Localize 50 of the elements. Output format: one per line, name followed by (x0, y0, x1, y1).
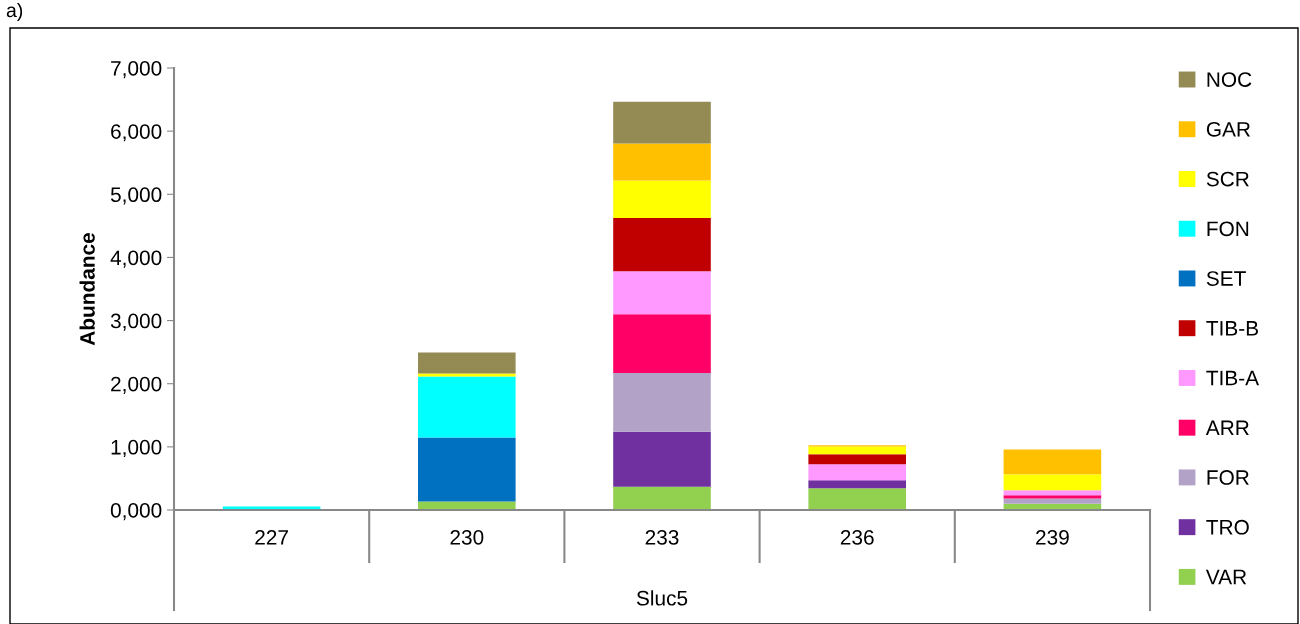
bar (418, 352, 516, 374)
x-axis-title: Sluc5 (636, 590, 688, 606)
bar (1003, 490, 1102, 496)
bar (613, 101, 711, 144)
bar (808, 454, 906, 465)
y-tick-label: 2,000 (111, 376, 162, 394)
bar (613, 180, 711, 218)
bar (613, 486, 711, 510)
x-tick-label: 233 (645, 529, 679, 545)
y-tick-label: 0,000 (110, 503, 162, 521)
bar (613, 143, 711, 181)
x-tick-label: 227 (255, 529, 288, 545)
legend-label: TIB-B (1206, 321, 1258, 336)
legend-label: TRO (1206, 519, 1249, 535)
bar (1003, 498, 1102, 504)
bar (808, 488, 906, 510)
bar (613, 217, 711, 272)
bar (613, 372, 711, 432)
legend-label: FON (1207, 221, 1249, 237)
bar (418, 501, 516, 510)
bar (808, 446, 906, 455)
bar (808, 480, 906, 489)
bar (613, 314, 711, 373)
y-tick-label: 4,000 (110, 250, 162, 268)
y-tick-label: 7,000 (111, 61, 162, 79)
bar (613, 271, 711, 315)
legend-label: SCR (1206, 171, 1249, 187)
x-tick-label: 236 (840, 529, 874, 545)
bar (613, 431, 711, 487)
legend-label: ARR (1205, 420, 1249, 435)
x-tick-label: 239 (1036, 529, 1069, 545)
y-tick-label: 6,000 (111, 124, 162, 142)
bar (418, 376, 516, 438)
legend-label: SET (1206, 271, 1246, 286)
legend-label: TIB-A (1206, 370, 1260, 386)
y-tick-label: 1,000 (111, 439, 162, 458)
bar (418, 437, 516, 502)
text: a) (6, 2, 23, 22)
y-tick-label: 3,000 (110, 313, 162, 331)
y-tick-label: 5,000 (110, 187, 162, 205)
bar (1003, 495, 1102, 499)
x-tick-label: 230 (450, 529, 484, 545)
legend-label: VAR (1205, 569, 1247, 585)
legend-label: FOR (1207, 470, 1249, 485)
legend-label: NOC (1207, 72, 1252, 87)
y-axis-title: Abundance (79, 232, 95, 346)
bar (1003, 474, 1102, 491)
bar (808, 464, 906, 481)
legend-label: GAR (1206, 121, 1251, 137)
bar (1003, 449, 1102, 475)
